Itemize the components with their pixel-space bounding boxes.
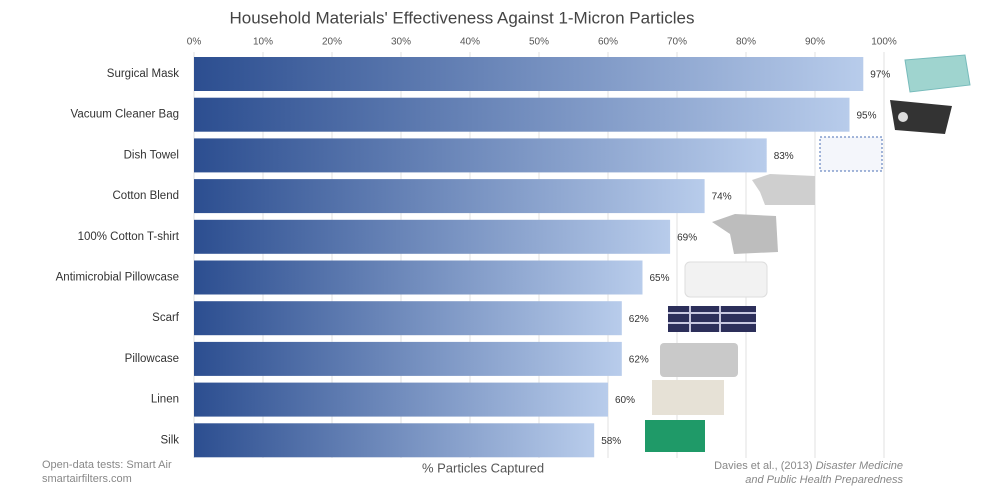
category-label: Antimicrobial Pillowcase — [56, 272, 179, 284]
x-tick-label: 70% — [667, 37, 687, 48]
silk-image — [645, 420, 705, 452]
scarf-image — [668, 306, 756, 332]
towel-image — [819, 136, 883, 172]
bar — [194, 382, 608, 417]
bar — [194, 138, 767, 173]
x-tick-label: 90% — [805, 37, 825, 48]
category-label: Cotton Blend — [113, 190, 180, 202]
x-tick-label: 0% — [187, 37, 202, 48]
value-label: 62% — [629, 314, 649, 325]
x-tick-label: 60% — [598, 37, 618, 48]
citation: Davies et al., (2013) Disaster Medicine — [714, 460, 903, 472]
x-tick-label: 20% — [322, 37, 342, 48]
bar — [194, 179, 705, 214]
bar — [194, 260, 643, 295]
citation-journal: and Public Health Preparedness — [745, 474, 903, 486]
category-label: Vacuum Cleaner Bag — [71, 109, 179, 121]
x-axis-label: % Particles Captured — [422, 460, 544, 475]
bar — [194, 97, 850, 132]
category-label: Silk — [160, 434, 179, 446]
x-tick-label: 50% — [529, 37, 549, 48]
source-line: Open-data tests: Smart Air — [42, 459, 172, 471]
value-label: 60% — [615, 395, 635, 406]
citation-authors: Davies et al., (2013) — [714, 460, 812, 472]
x-tick-label: 80% — [736, 37, 756, 48]
tshirt-image — [712, 214, 778, 254]
mask-image — [904, 54, 971, 93]
bag-hole — [898, 112, 908, 122]
shirt-image — [752, 174, 815, 205]
scarf-pattern — [668, 306, 756, 332]
category-label: 100% Cotton T-shirt — [78, 231, 180, 243]
value-label: 97% — [870, 70, 890, 81]
category-label: Surgical Mask — [107, 68, 179, 80]
x-tick-label: 40% — [460, 37, 480, 48]
bag-image — [890, 100, 952, 134]
category-label: Pillowcase — [125, 353, 179, 365]
value-label: 95% — [857, 110, 877, 121]
category-label: Scarf — [152, 312, 180, 324]
value-label: 62% — [629, 355, 649, 366]
bars: Surgical Mask 97% Vacuum Cleaner Bag 95% Dis… — [56, 57, 890, 458]
bar — [194, 219, 671, 254]
source-line: smartairfilters.com — [42, 473, 132, 485]
category-label: Dish Towel — [124, 149, 179, 161]
value-label: 69% — [677, 232, 697, 243]
bar — [194, 341, 622, 376]
value-label: 83% — [774, 151, 794, 162]
linen-image — [652, 380, 724, 415]
material-images — [645, 54, 971, 452]
pillowcase-image — [660, 343, 738, 377]
value-label: 58% — [601, 436, 621, 447]
bar — [194, 301, 622, 336]
x-tick-label: 10% — [253, 37, 273, 48]
chart-title: Household Materials' Effectiveness Again… — [230, 8, 695, 27]
citation-journal: Disaster Medicine — [816, 460, 903, 472]
bar — [194, 57, 864, 91]
value-label: 65% — [650, 273, 670, 284]
value-label: 74% — [712, 192, 732, 203]
x-tick-label: 100% — [871, 37, 897, 48]
pillow-image — [684, 261, 768, 298]
category-label: Linen — [151, 394, 179, 406]
x-tick-label: 30% — [391, 37, 411, 48]
bar — [194, 423, 595, 458]
